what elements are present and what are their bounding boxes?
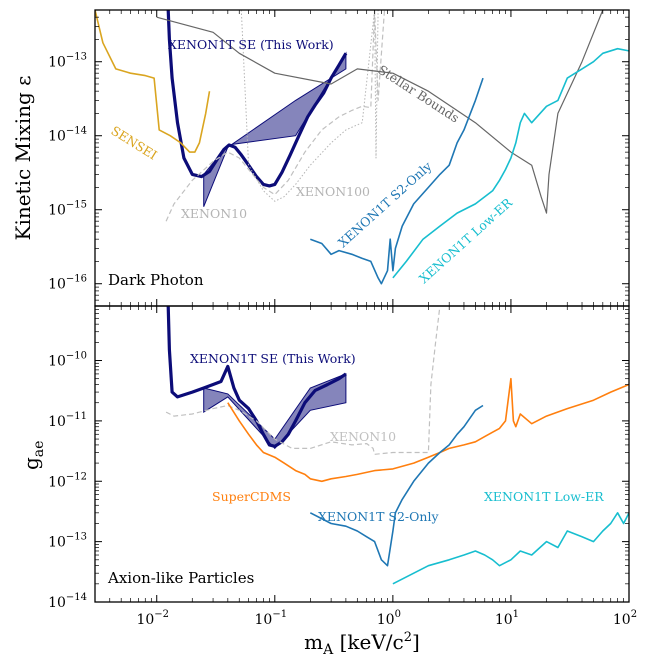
bottom-s2-label: XENON1T S2-Only <box>318 509 439 524</box>
top-panel-title: Dark Photon <box>108 271 204 289</box>
dark-photon-panel: 10−16 10−15 10−14 10−13 Kinetic Mixing ε Da… <box>11 9 630 307</box>
y-tick-label: 10−10 <box>48 351 87 370</box>
y-tick-label: 10−14 <box>48 592 87 611</box>
se-uncertainty-band <box>203 51 347 207</box>
y-tick-label: 10−14 <box>48 126 87 145</box>
series-xenon10 <box>165 306 442 455</box>
top-sensei-label: SENSEI <box>108 123 159 163</box>
top-stellar-label: Stellar Bounds <box>375 62 462 126</box>
bottom-xenon10-label: XENON10 <box>330 429 396 444</box>
series-xenon100 <box>240 10 388 202</box>
gae-main: g <box>19 457 43 470</box>
bottom-series-layer <box>165 306 629 585</box>
bottom-y-axis-label: gae <box>19 441 47 470</box>
y-tick-label: 10−13 <box>48 532 87 551</box>
mass-main: m <box>304 630 323 654</box>
bottom-ticks-layer: 10−14 10−13 10−12 10−11 10−10 10−2 10−1 100 101 1… <box>48 306 637 628</box>
top-s2-label: XENON1T S2-Only <box>335 158 435 250</box>
top-y-axis-label: Kinetic Mixing ε <box>11 76 35 241</box>
bottom-lower-label: XENON1T Low-ER <box>484 489 604 504</box>
y-tick-label: 10−12 <box>48 471 87 490</box>
series-xenon1t-s2-only <box>309 404 484 567</box>
x-tick-label: 100 <box>377 609 401 628</box>
x-axis-label: mA [keV/c2] <box>304 630 420 656</box>
series-xenon10 <box>165 10 386 222</box>
series-xenon1t-s2-only <box>310 77 484 285</box>
bottom-se-label: XENON1T SE (This Work) <box>190 351 356 366</box>
mass-unit-sup: 2 <box>404 630 412 645</box>
top-band-layer <box>203 51 347 207</box>
x-tick-label: 102 <box>613 609 637 628</box>
series-sensei <box>95 10 211 153</box>
series-stellar-bounds <box>156 10 604 214</box>
bottom-supercdms-label: SuperCDMS <box>212 489 291 504</box>
y-tick-label: 10−11 <box>48 411 87 430</box>
series-xenon1t-low-er <box>392 511 629 585</box>
top-plot-frame <box>94 9 630 307</box>
x-tick-label: 10−1 <box>255 609 288 628</box>
series-supercdms <box>227 377 629 483</box>
bottom-plot-frame <box>94 305 630 603</box>
gae-sub: ae <box>31 441 47 458</box>
series-xenon1t-se-this-work <box>166 306 347 448</box>
bottom-panel-title: Axion-like Particles <box>107 569 254 587</box>
axion-panel: 10−14 10−13 10−12 10−11 10−10 10−2 10−1 100 101 1… <box>19 305 637 656</box>
mass-sub: A <box>322 642 334 656</box>
top-se-label: XENON1T SE (This Work) <box>168 37 334 52</box>
x-tick-label: 101 <box>495 609 519 628</box>
y-tick-label: 10−15 <box>48 200 87 219</box>
y-tick-label: 10−16 <box>48 274 87 293</box>
series-xenon1t-low-er <box>392 47 629 279</box>
x-tick-label: 10−2 <box>136 609 169 628</box>
top-series-layer <box>95 10 629 285</box>
top-xenon100-label: XENON100 <box>296 184 370 199</box>
top-ticks-layer: 10−16 10−15 10−14 10−13 <box>48 10 630 306</box>
top-xenon10-label: XENON10 <box>181 206 247 221</box>
mass-unit: [keV/c <box>333 630 404 654</box>
y-tick-label: 10−13 <box>48 52 87 71</box>
mass-unit-close: ] <box>412 630 420 654</box>
